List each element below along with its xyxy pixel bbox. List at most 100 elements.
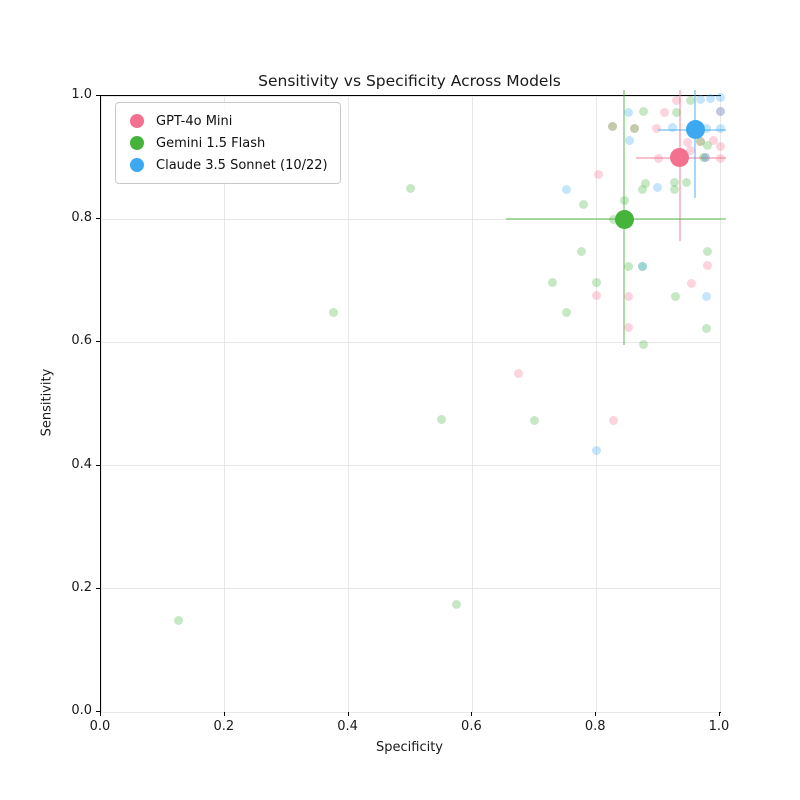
gridline-vertical — [719, 96, 721, 712]
scatter-point-gemini-1-5-flash — [637, 184, 647, 194]
scatter-point-gemini-1-5-flash — [620, 196, 630, 206]
gridline-horizontal — [101, 465, 720, 467]
scatter-point-gpt-4o-mini — [672, 96, 682, 106]
scatter-point-gpt-4o-mini — [514, 369, 524, 379]
mean-marker-gemini-1-5-flash — [614, 209, 634, 229]
scatter-point-gpt-4o-mini — [608, 121, 618, 131]
scatter-point-gemini-1-5-flash — [701, 323, 711, 333]
scatter-point-gpt-4o-mini — [659, 107, 669, 117]
scatter-point-gemini-1-5-flash — [452, 599, 462, 609]
y-tick-label: 0.4 — [71, 456, 92, 472]
x-axis-tick — [471, 712, 473, 716]
scatter-point-gemini-1-5-flash — [695, 137, 705, 147]
scatter-point-gpt-4o-mini — [653, 153, 663, 163]
scatter-point-claude-3-5-sonnet-10-22 — [701, 153, 711, 163]
scatter-point-gemini-1-5-flash — [592, 278, 602, 288]
y-tick-label: 0.8 — [71, 210, 92, 226]
scatter-point-claude-3-5-sonnet-10-22 — [715, 93, 725, 103]
y-axis-tick — [96, 218, 100, 220]
x-tick-label: 0.6 — [461, 719, 482, 734]
scatter-point-gemini-1-5-flash — [623, 262, 633, 272]
scatter-point-gemini-1-5-flash — [630, 124, 640, 134]
y-tick-label: 0.2 — [71, 579, 92, 595]
scatter-point-claude-3-5-sonnet-10-22 — [623, 107, 633, 117]
y-tick-label: 0.0 — [71, 703, 92, 718]
scatter-point-claude-3-5-sonnet-10-22 — [701, 292, 711, 302]
x-tick-label: 0.2 — [213, 719, 235, 734]
scatter-point-gemini-1-5-flash — [702, 246, 712, 256]
gridline-vertical — [471, 96, 473, 712]
legend-label: Gemini 1.5 Flash — [156, 135, 266, 151]
scatter-point-claude-3-5-sonnet-10-22 — [624, 136, 634, 146]
scatter-point-claude-3-5-sonnet-10-22 — [695, 95, 705, 105]
gridline-horizontal — [101, 711, 720, 713]
scatter-point-gemini-1-5-flash — [698, 153, 708, 163]
scatter-point-gpt-4o-mini — [715, 142, 725, 151]
scatter-point-gpt-4o-mini — [715, 153, 725, 163]
scatter-point-claude-3-5-sonnet-10-22 — [652, 183, 662, 193]
scatter-point-claude-3-5-sonnet-10-22 — [592, 446, 602, 456]
legend-item-gemini-1-5-flash: Gemini 1.5 Flash — [126, 132, 328, 154]
gridline-vertical — [595, 96, 597, 712]
gridline-horizontal — [101, 95, 720, 97]
y-axis-tick — [96, 587, 100, 589]
scatter-point-gpt-4o-mini — [623, 322, 633, 332]
scatter-point-gpt-4o-mini — [703, 260, 713, 270]
scatter-point-gemini-1-5-flash — [530, 416, 540, 426]
legend-item-gpt-4o-mini: GPT-4o Mini — [126, 110, 328, 132]
scatter-point-gemini-1-5-flash — [639, 339, 649, 349]
scatter-point-gpt-4o-mini — [701, 153, 711, 163]
scatter-point-gpt-4o-mini — [687, 278, 697, 288]
gridline-horizontal — [101, 588, 720, 590]
legend-label: GPT-4o Mini — [156, 113, 233, 129]
scatter-point-gemini-1-5-flash — [436, 414, 446, 424]
x-axis-tick — [595, 712, 597, 716]
scatter-point-gemini-1-5-flash — [682, 178, 692, 188]
mean-marker-claude-3-5-sonnet-10-22 — [685, 120, 705, 140]
legend-marker-icon — [130, 158, 144, 172]
scatter-point-gemini-1-5-flash — [578, 199, 588, 209]
errorbar-vertical-claude-3-5-sonnet-10-22 — [694, 89, 697, 198]
x-axis-tick — [100, 712, 101, 716]
scatter-point-gemini-1-5-flash — [328, 308, 338, 318]
scatter-point-gemini-1-5-flash — [685, 96, 695, 106]
gridline-vertical — [224, 96, 226, 712]
scatter-point-gpt-4o-mini — [683, 137, 693, 147]
scatter-point-gemini-1-5-flash — [669, 184, 679, 194]
y-axis-tick — [96, 341, 100, 343]
legend-marker-icon — [130, 136, 144, 150]
x-axis-label: Specificity — [376, 740, 443, 755]
scatter-point-gpt-4o-mini — [623, 292, 633, 302]
scatter-point-claude-3-5-sonnet-10-22 — [667, 122, 677, 132]
scatter-point-gemini-1-5-flash — [670, 292, 680, 302]
scatter-point-gemini-1-5-flash — [638, 106, 648, 116]
gridline-horizontal — [101, 218, 720, 220]
scatter-point-gemini-1-5-flash — [577, 247, 587, 257]
x-tick-label: 0.0 — [89, 719, 111, 734]
legend-marker-icon — [130, 114, 144, 128]
plot-area — [100, 89, 727, 713]
legend-label: Claude 3.5 Sonnet (10/22) — [156, 157, 328, 173]
x-axis-tick — [719, 712, 720, 716]
scatter-point-gemini-1-5-flash — [406, 183, 415, 193]
scatter-point-gemini-1-5-flash — [547, 277, 557, 287]
x-tick-label: 0.8 — [584, 719, 606, 734]
scatter-point-gpt-4o-mini — [709, 135, 719, 145]
x-tick-label: 0.4 — [337, 719, 358, 734]
scatter-point-claude-3-5-sonnet-10-22 — [637, 262, 647, 272]
scatter-point-gpt-4o-mini — [630, 124, 640, 134]
scatter-point-gemini-1-5-flash — [609, 215, 619, 225]
y-axis-tick — [96, 464, 100, 466]
gridline-vertical — [100, 96, 102, 712]
x-tick-label: 1.0 — [708, 719, 730, 734]
mean-marker-gpt-4o-mini — [670, 148, 690, 168]
scatter-point-claude-3-5-sonnet-10-22 — [561, 185, 571, 195]
scatter-point-gpt-4o-mini — [715, 106, 725, 116]
scatter-point-gemini-1-5-flash — [637, 262, 647, 272]
y-axis-label: Sensitivity — [39, 368, 55, 437]
gridline-vertical — [348, 96, 350, 712]
legend: GPT-4o Mini Gemini 1.5 Flash Claude 3.5 So… — [115, 102, 341, 184]
scatter-point-gpt-4o-mini — [651, 123, 661, 133]
scatter-point-claude-3-5-sonnet-10-22 — [715, 106, 725, 116]
